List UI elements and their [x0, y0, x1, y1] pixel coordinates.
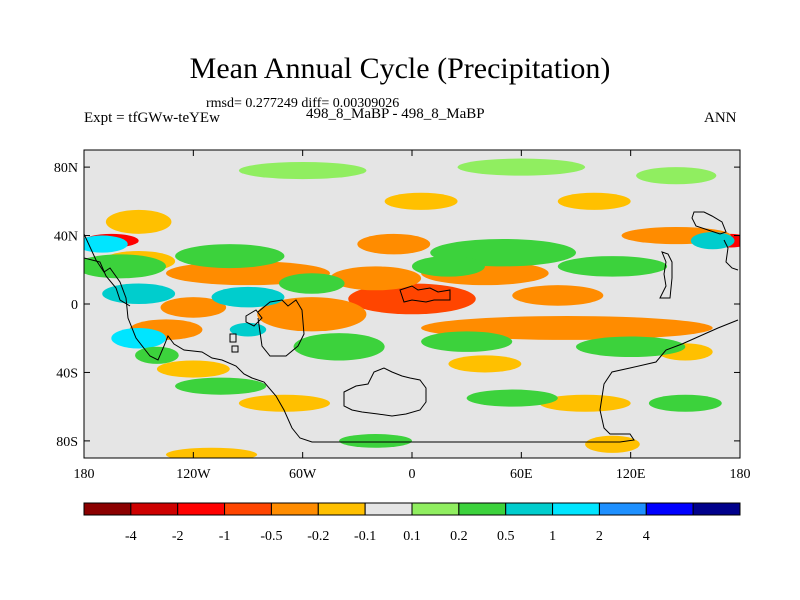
anomaly-region: [690, 232, 735, 250]
x-tick-label: 0: [409, 467, 416, 482]
y-tick-label: 80S: [56, 435, 78, 450]
colorbar-swatch: [692, 502, 741, 516]
colorbar-label: 1: [549, 529, 556, 544]
y-tick-label: 0: [71, 298, 78, 313]
x-tick-label: 180: [730, 467, 751, 482]
colorbar-label: -2: [172, 529, 184, 544]
anomaly-region: [412, 256, 485, 277]
case-label: 498_8_MaBP - 498_8_MaBP: [306, 106, 485, 122]
anomaly-region: [211, 286, 285, 308]
colorbar: [83, 502, 741, 516]
colorbar-label: -0.1: [354, 529, 376, 544]
coastline-south-america-east: [257, 299, 305, 357]
anomaly-region: [557, 192, 631, 210]
colorbar-swatch: [645, 502, 694, 516]
colorbar-swatch: [364, 502, 413, 516]
colorbar-swatch: [458, 502, 507, 516]
anomaly-region: [357, 233, 431, 255]
anomaly-region: [238, 161, 367, 180]
colorbar-label: 0.1: [403, 529, 421, 544]
x-tick-labels: 180 120W 60W 0 60E 120E 180: [74, 467, 751, 482]
y-tick-label: 40S: [56, 366, 78, 381]
x-tick-label: 120W: [176, 467, 211, 482]
anomaly-region: [636, 167, 717, 185]
x-tick-label: 60W: [289, 467, 317, 482]
anomaly-region: [512, 285, 604, 306]
coastline-outlines: [84, 211, 739, 443]
colorbar-label: 0.5: [497, 529, 515, 544]
anomaly-region: [539, 394, 631, 412]
colorbar-swatch: [317, 502, 366, 516]
anomaly-region: [102, 283, 176, 304]
x-tick-label: 180: [74, 467, 95, 482]
axis-tick-marks: [83, 150, 741, 458]
anomaly-region: [84, 254, 166, 279]
colorbar-label: -1: [219, 529, 231, 544]
colorbar-swatch: [177, 502, 226, 516]
colorbar-swatch: [411, 502, 460, 516]
anomaly-fields: [84, 158, 740, 458]
anomaly-region: [84, 235, 128, 253]
anomaly-region: [648, 394, 722, 412]
colorbar-swatch: [83, 502, 132, 516]
coastline-asia-east: [691, 211, 727, 235]
colorbar-swatch: [224, 502, 272, 516]
coastline-small-island: [229, 333, 237, 343]
coastline-small-island-2: [231, 345, 239, 353]
x-tick-label: 120E: [616, 467, 646, 482]
anomaly-region: [278, 273, 345, 294]
anomaly-region: [421, 331, 513, 352]
anomaly-region: [135, 346, 179, 364]
colorbar-swatch: [270, 502, 319, 516]
anomaly-region: [448, 355, 522, 373]
season-label: ANN: [704, 110, 737, 126]
anomaly-region: [330, 266, 422, 291]
coastline-pacific-east: [723, 239, 739, 271]
colorbar-label: 4: [643, 529, 650, 544]
anomaly-region: [585, 435, 640, 453]
colorbar-swatch: [598, 502, 647, 516]
experiment-label: Expt = tfGWw-teYEw: [84, 110, 220, 126]
coastline-north-america: [84, 257, 131, 307]
colorbar-label: -0.2: [307, 529, 329, 544]
coastline-asia-west: [659, 251, 673, 299]
y-tick-label: 80N: [54, 161, 78, 176]
anomaly-region: [105, 209, 172, 234]
y-tick-label: 40N: [54, 230, 78, 245]
anomaly-region: [166, 447, 258, 458]
colorbar-label: 2: [596, 529, 603, 544]
chart-title: Mean Annual Cycle (Precipitation): [189, 52, 611, 85]
colorbar-label: 0.2: [450, 529, 468, 544]
coastline-americas: [84, 233, 739, 443]
anomaly-region: [257, 297, 367, 332]
anomaly-region: [175, 377, 267, 395]
colorbar-swatch: [505, 502, 554, 516]
anomaly-region: [229, 322, 267, 337]
anomaly-region: [457, 158, 586, 176]
colorbar-swatch: [130, 502, 179, 516]
colorbar-labels: -4 -2 -1 -0.5 -0.2 -0.1 0.1 0.2 0.5 1 2 4: [125, 529, 650, 544]
anomaly-region: [156, 360, 230, 378]
anomaly-region: [111, 327, 166, 349]
coastline-central-america: [245, 309, 263, 327]
colorbar-label: -0.5: [260, 529, 282, 544]
anomaly-region: [557, 256, 668, 277]
anomaly-region: [384, 192, 458, 210]
colorbar-swatch: [552, 502, 600, 516]
anomaly-region: [576, 336, 686, 358]
anomaly-region: [160, 297, 227, 318]
rmsd-diff-stats: rmsd= 0.277249 diff= 0.00309026: [206, 96, 400, 111]
anomaly-region: [466, 389, 558, 407]
y-tick-labels: 80N 40N 0 40S 80S: [54, 161, 78, 450]
x-tick-label: 60E: [510, 467, 533, 482]
anomaly-region: [339, 434, 412, 448]
anomaly-region: [175, 244, 285, 269]
coastline-south-atlantic-island: [343, 367, 427, 417]
coastline-africa-island: [399, 285, 451, 303]
anomaly-region: [238, 394, 330, 412]
colorbar-label: -4: [125, 529, 137, 544]
anomaly-region: [293, 333, 385, 361]
